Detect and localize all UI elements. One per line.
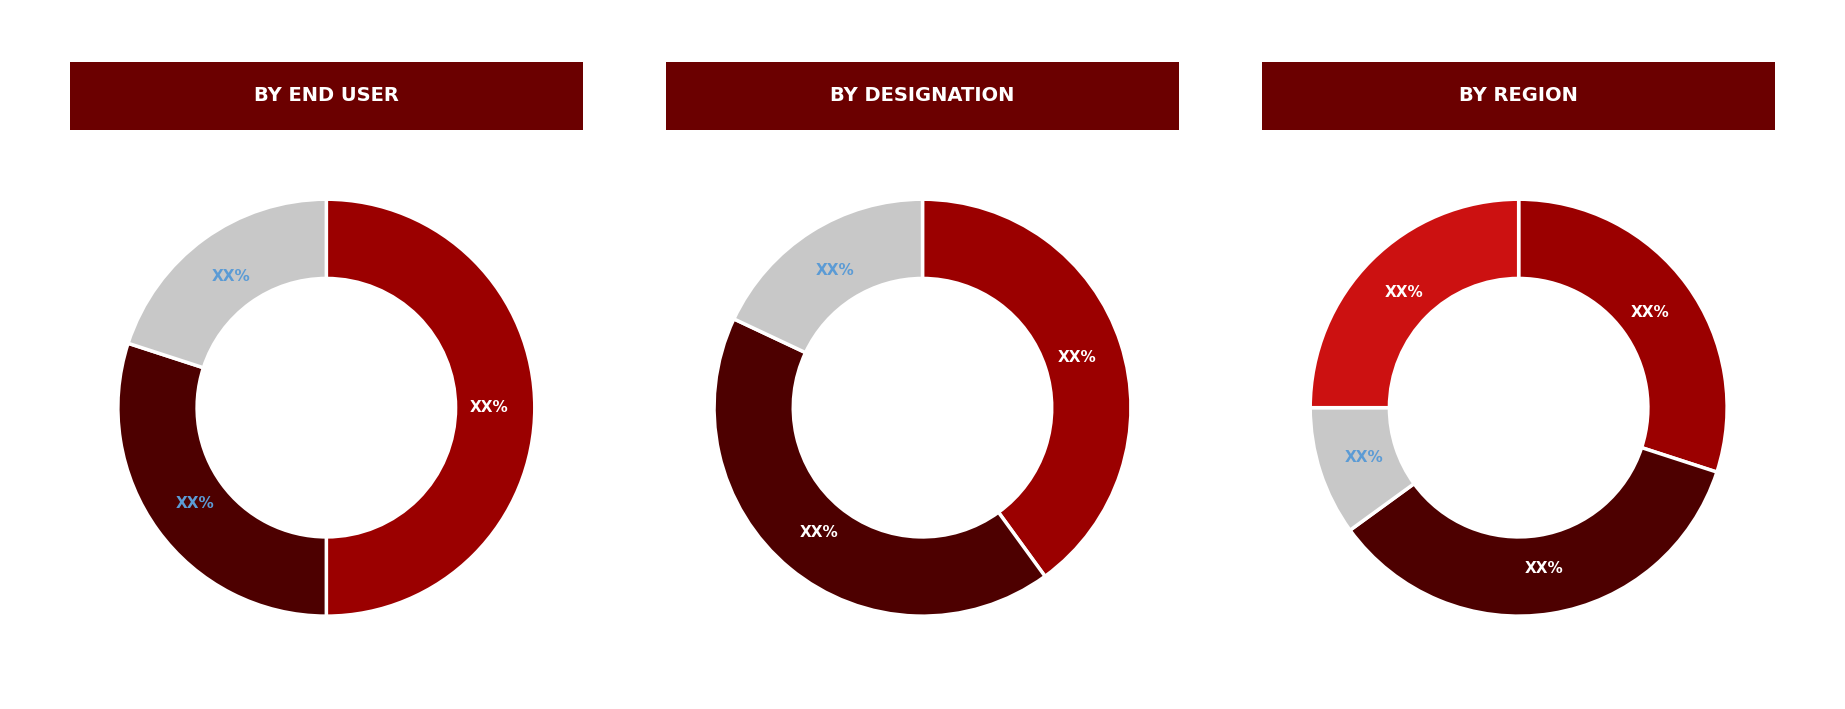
- Circle shape: [197, 279, 456, 537]
- Wedge shape: [714, 319, 1044, 616]
- Wedge shape: [118, 343, 327, 616]
- Wedge shape: [1310, 199, 1518, 408]
- Text: XX%: XX%: [1631, 305, 1670, 320]
- Text: XX%: XX%: [815, 263, 854, 278]
- Wedge shape: [127, 199, 327, 368]
- Text: XX%: XX%: [212, 269, 251, 284]
- Wedge shape: [327, 199, 535, 616]
- Text: XX%: XX%: [1057, 350, 1096, 365]
- Text: BY DESIGNATION: BY DESIGNATION: [830, 86, 1015, 106]
- Circle shape: [793, 279, 1052, 537]
- Text: XX%: XX%: [1345, 450, 1384, 465]
- Wedge shape: [1518, 199, 1727, 472]
- Wedge shape: [734, 199, 922, 352]
- Text: XX%: XX%: [799, 525, 838, 540]
- Text: XX%: XX%: [469, 400, 509, 415]
- Wedge shape: [1310, 408, 1413, 530]
- Circle shape: [1389, 279, 1648, 537]
- Wedge shape: [922, 199, 1131, 576]
- Wedge shape: [1351, 447, 1718, 616]
- Text: XX%: XX%: [1384, 285, 1422, 300]
- Text: XX%: XX%: [1524, 561, 1563, 576]
- Text: XX%: XX%: [175, 496, 214, 510]
- Text: BY END USER: BY END USER: [255, 86, 399, 106]
- Text: BY REGION: BY REGION: [1459, 86, 1577, 106]
